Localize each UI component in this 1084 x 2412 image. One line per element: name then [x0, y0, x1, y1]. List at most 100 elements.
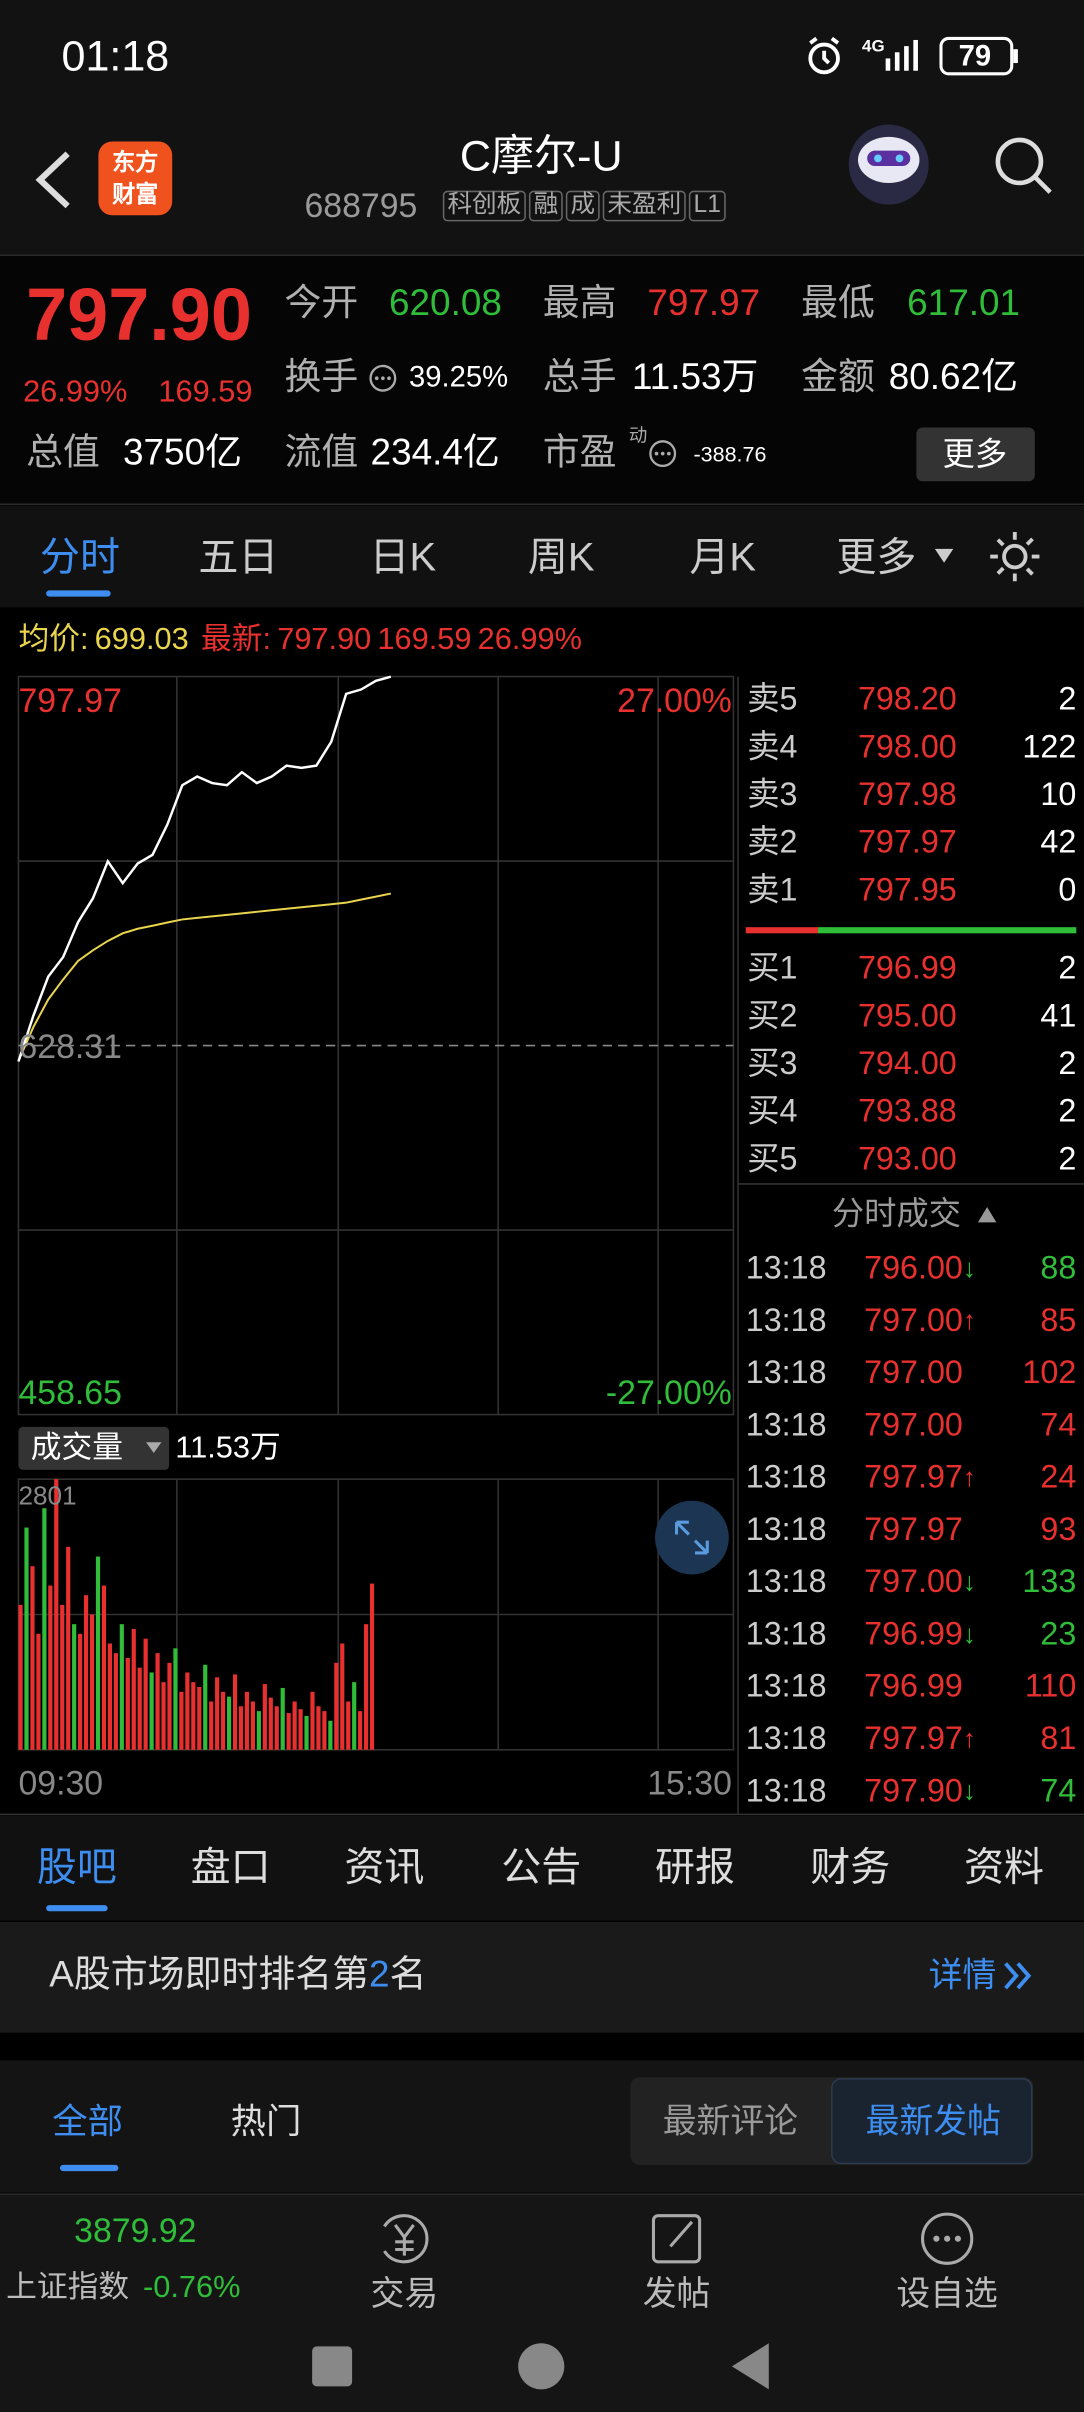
chart-tab[interactable]: 月K — [689, 533, 756, 580]
book-price: 796.99 — [857, 950, 957, 987]
quote-value: 617.01 — [907, 282, 1021, 325]
trade-icon[interactable] — [383, 2214, 429, 2264]
section-tab[interactable]: 财务 — [810, 1843, 891, 1890]
book-label: 卖5 — [747, 681, 798, 718]
trades-title[interactable]: 分时成交 — [831, 1197, 961, 1233]
search-icon[interactable] — [995, 137, 1052, 194]
stock-code: 688795 — [304, 186, 418, 225]
stock-name: C摩尔-U — [459, 132, 623, 180]
trade-qty: 23 — [1040, 1616, 1077, 1653]
volume-bar — [42, 1508, 47, 1750]
system-nav[interactable] — [312, 2343, 769, 2390]
chart-tab[interactable]: 分时 — [39, 533, 120, 580]
trade-direction: ↑ — [962, 1306, 976, 1336]
volume-bar — [244, 1691, 250, 1750]
quote-label: 换手 — [284, 356, 359, 399]
battery — [939, 36, 1014, 76]
stock-tag: 未盈利 — [602, 190, 686, 222]
volume-bar — [72, 1624, 77, 1750]
trade-price-value: 797.00 — [864, 1355, 963, 1391]
latest-change: 169.59 — [377, 622, 472, 657]
change-percent: 26.99% — [23, 375, 128, 409]
nav-item[interactable]: 交易 — [370, 2274, 439, 2313]
volume-bar — [215, 1677, 220, 1750]
book-price: 794.00 — [857, 1046, 957, 1082]
trade-price-value: 797.90 — [864, 1773, 963, 1809]
section-tab[interactable]: 资料 — [964, 1843, 1045, 1890]
status-time: 01:18 — [61, 32, 170, 80]
book-qty: 10 — [1040, 777, 1077, 813]
book-label: 卖2 — [747, 824, 798, 861]
post-icon[interactable] — [651, 2214, 702, 2264]
volume-bar — [209, 1701, 214, 1750]
trade-price-value: 797.97 — [864, 1721, 963, 1757]
chart-tab[interactable]: 五日 — [198, 533, 279, 580]
quote-bg — [0, 255, 1084, 505]
book-qty: 2 — [1058, 1141, 1077, 1178]
volume-bar — [173, 1648, 178, 1750]
index-name[interactable]: 上证指数 — [6, 2271, 130, 2305]
quote-label: 最高 — [542, 282, 617, 325]
section-tab[interactable]: 公告 — [501, 1843, 582, 1890]
trade-price-value: 796.00 — [864, 1250, 963, 1287]
trade-time: 13:18 — [745, 1669, 827, 1705]
nav-item[interactable]: 发帖 — [642, 2274, 711, 2313]
time-start: 09:30 — [18, 1763, 104, 1803]
filter-tab[interactable]: 热门 — [230, 2101, 302, 2142]
robot-avatar[interactable] — [848, 124, 929, 205]
chart-tab[interactable]: 更多 — [836, 533, 917, 580]
book-label: 卖4 — [747, 729, 798, 765]
section-tab[interactable]: 盘口 — [190, 1843, 271, 1890]
volume-bar — [36, 1633, 41, 1750]
trade-price-value: 797.00 — [864, 1407, 963, 1444]
banner-rank: 2 — [369, 1954, 390, 1996]
section-tab[interactable]: 资讯 — [344, 1843, 425, 1890]
volume-bar — [78, 1633, 83, 1750]
more-button[interactable]: 更多 — [942, 437, 1008, 473]
sort-option[interactable]: 最新评论 — [662, 2101, 799, 2141]
volume-selector-bg[interactable] — [18, 1426, 170, 1470]
chart-tab[interactable]: 周K — [527, 533, 595, 580]
y-axis-bottom-pct: -27.00% — [605, 1373, 732, 1412]
last-price: 797.90 — [26, 275, 252, 357]
section-tab[interactable]: 股吧 — [36, 1843, 117, 1890]
trade-qty: 93 — [1040, 1512, 1077, 1548]
info-icon[interactable] — [369, 364, 677, 468]
volume-selector[interactable]: 成交量 — [30, 1431, 124, 1466]
watch-icon[interactable] — [921, 2212, 974, 2265]
volume-bar — [107, 1643, 112, 1750]
section-tab[interactable]: 研报 — [655, 1843, 735, 1890]
index-change[interactable]: -0.76% — [142, 2271, 241, 2305]
trade-qty: 133 — [1022, 1564, 1077, 1600]
volume-bar — [274, 1706, 279, 1750]
trade-time: 13:18 — [745, 1721, 827, 1757]
trade-price: 797.97 ↑ — [864, 1461, 976, 1493]
filter-tab[interactable]: 全部 — [52, 2101, 124, 2142]
chart-info: 均价: 699.03 最新: 797.90 169.59 26.99% — [18, 624, 582, 655]
tab-bg — [0, 505, 1084, 608]
back-icon[interactable] — [35, 151, 70, 209]
volume-bar — [24, 1527, 29, 1750]
book-qty: 122 — [1022, 729, 1077, 765]
latest-change-pct: 26.99% — [477, 622, 582, 657]
settings-icon[interactable] — [990, 532, 1040, 582]
y-axis-bottom: 458.65 — [18, 1373, 122, 1412]
index-value[interactable]: 3879.92 — [74, 2211, 197, 2250]
volume-bar — [292, 1701, 297, 1750]
sort-option[interactable]: 最新发帖 — [865, 2101, 1001, 2141]
expand-button[interactable] — [655, 1500, 729, 1575]
trade-time: 13:18 — [745, 1355, 827, 1391]
stock-tag: 成 — [565, 190, 600, 222]
volume-max: 2801 — [18, 1481, 77, 1511]
volume-bar — [322, 1711, 327, 1750]
trade-qty: 102 — [1022, 1355, 1077, 1391]
volume-bar — [131, 1629, 136, 1750]
book-qty: 2 — [1058, 1046, 1077, 1082]
trade-qty: 88 — [1040, 1250, 1077, 1287]
banner-link[interactable]: 详情 — [928, 1955, 997, 1995]
trade-time: 13:18 — [745, 1773, 827, 1809]
trade-price-value: 797.97 — [864, 1512, 963, 1548]
more-button-bg[interactable] — [916, 427, 1035, 482]
chart-tab[interactable]: 日K — [369, 533, 437, 580]
nav-item[interactable]: 设自选 — [896, 2274, 998, 2313]
